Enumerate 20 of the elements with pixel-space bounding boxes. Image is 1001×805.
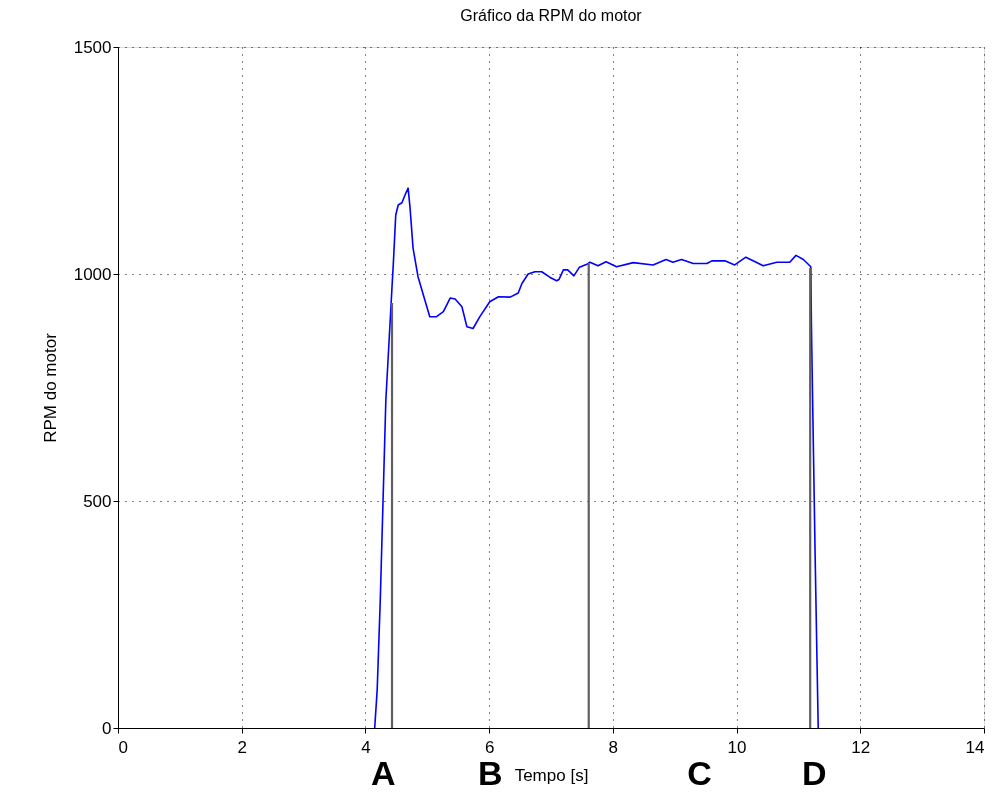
y-tick-label: 0 [102,718,112,738]
y-tick-label: 1500 [73,37,112,57]
chart-title: Gráfico da RPM do motor [460,7,643,24]
text: D [801,754,827,792]
text: B [478,754,503,792]
x-tick-label: 14 [965,737,985,757]
y-tick-label: 1000 [73,264,112,284]
x-tick-label: 10 [727,737,747,757]
x-tick-label: 6 [484,737,495,757]
x-tick-label: 0 [118,737,128,757]
x-tick-label: 2 [237,737,247,757]
x-tick-label: 4 [361,737,371,757]
line-series [373,187,820,729]
y-axis-title: RPM do motor [40,332,60,443]
y-tick-label: 500 [83,491,112,511]
text: C [687,754,712,792]
x-tick-label: 8 [608,737,619,757]
x-tick-label: 12 [851,737,871,757]
x-axis-title: Tempo [s] [514,765,589,785]
text: A [371,754,396,792]
